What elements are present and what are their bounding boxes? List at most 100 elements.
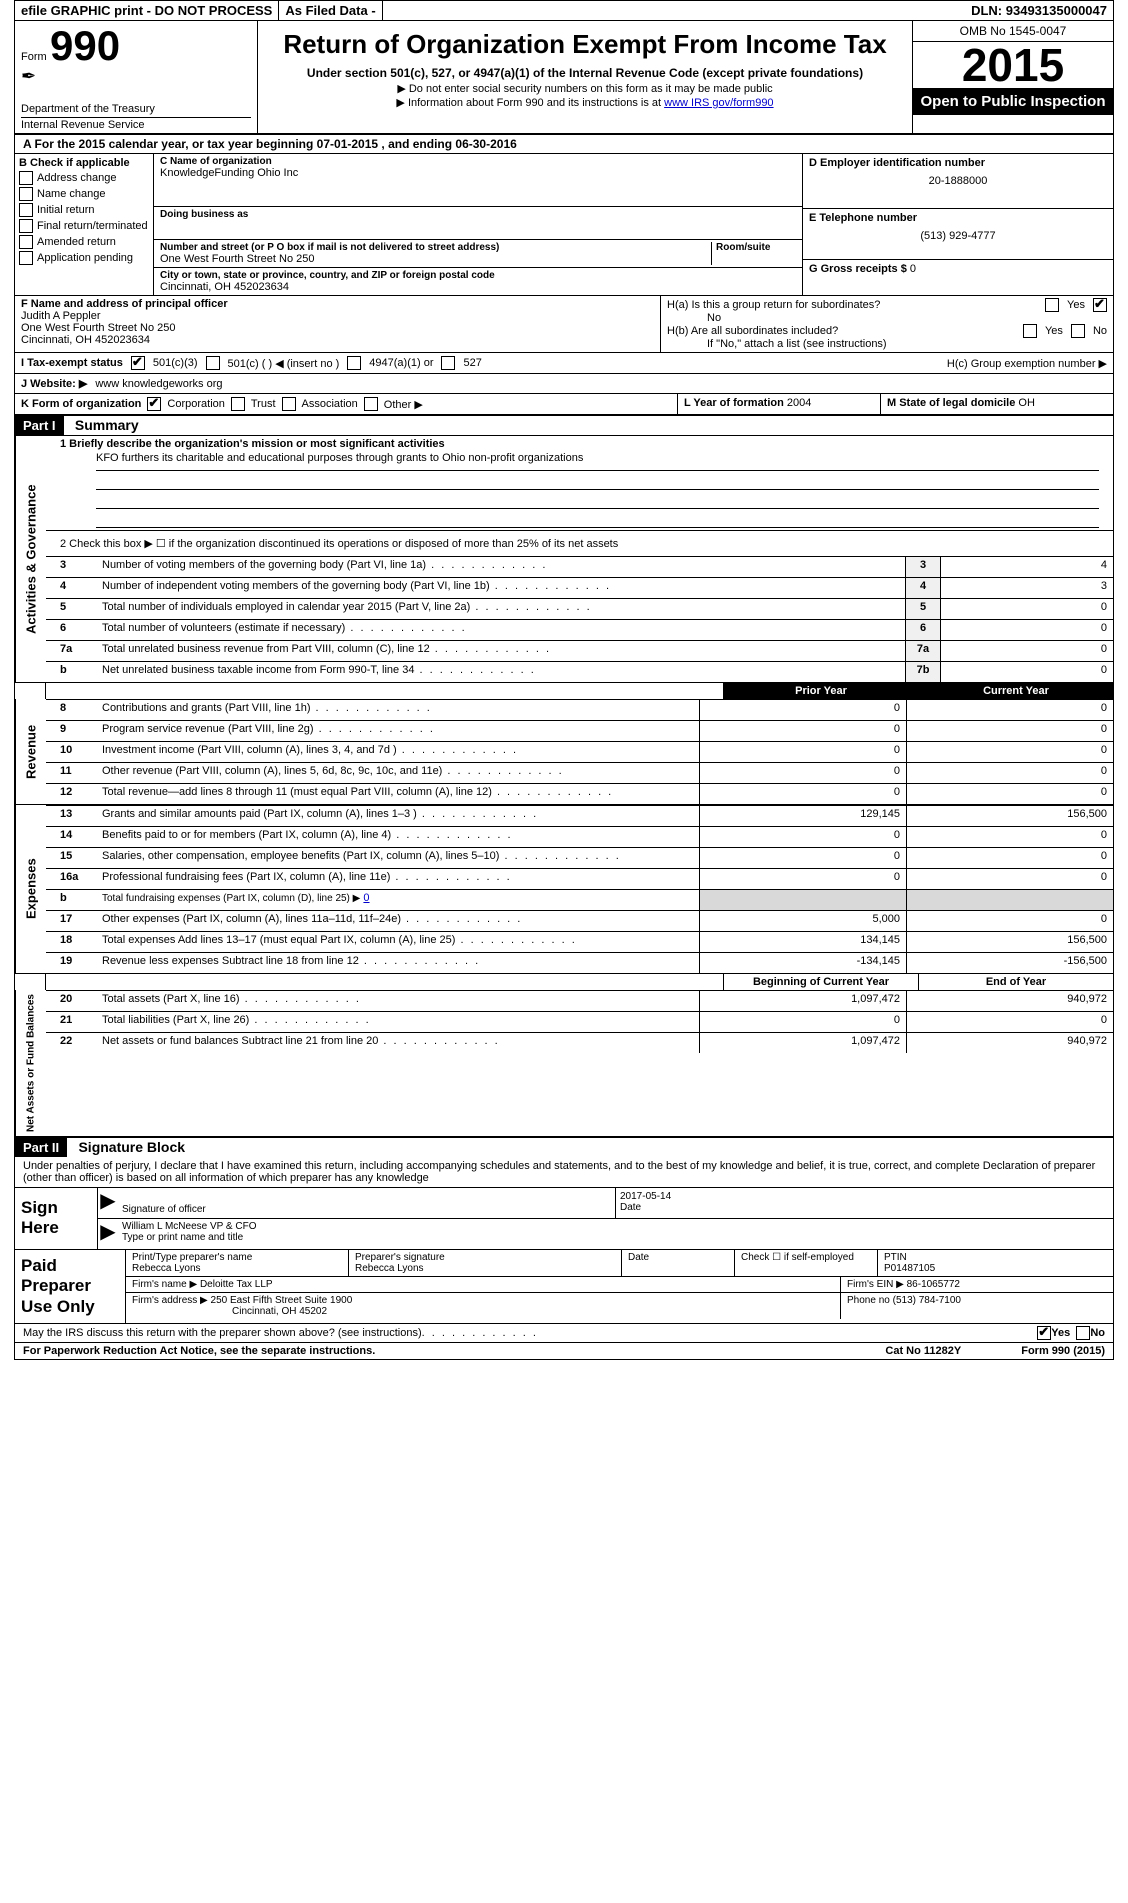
b-header: B Check if applicable (19, 157, 149, 169)
firm-address: Firm's address ▶ 250 East Fifth Street S… (126, 1293, 841, 1319)
form-subtitle: Under section 501(c), 527, or 4947(a)(1)… (266, 66, 904, 80)
checkbox-icon[interactable] (19, 171, 33, 185)
na-body: 20Total assets (Part X, line 16)1,097,47… (46, 990, 1113, 1136)
prep-date: Date (622, 1250, 735, 1276)
ck-amended-return: Amended return (19, 235, 149, 249)
ck-app-pending: Application pending (19, 251, 149, 265)
side-exp: Expenses (15, 805, 46, 973)
form-footer: Form 990 (2015) (1021, 1345, 1105, 1357)
topbar-spacer (383, 9, 965, 13)
checkbox-icon[interactable] (1023, 324, 1037, 338)
side-na: Net Assets or Fund Balances (15, 990, 46, 1136)
irs-logo-icon: ✒ (21, 67, 251, 85)
line-15: 15Salaries, other compensation, employee… (46, 847, 1113, 868)
topbar: efile GRAPHIC print - DO NOT PROCESS As … (15, 1, 1113, 21)
sig-date-field: 2017-05-14 Date (615, 1188, 1113, 1218)
line-20: 20Total assets (Part X, line 16)1,097,47… (46, 990, 1113, 1011)
mission-lines: KFO furthers its charitable and educatio… (46, 450, 1113, 530)
checkbox-icon[interactable] (347, 356, 361, 370)
dept-label: Department of the Treasury (21, 103, 251, 115)
checkbox-icon[interactable] (364, 397, 378, 411)
mission-text: KFO furthers its charitable and educatio… (96, 452, 1099, 471)
checkbox-icon[interactable] (19, 235, 33, 249)
checkbox-icon[interactable] (147, 397, 161, 411)
c-city: City or town, state or province, country… (154, 268, 802, 295)
header-right: OMB No 1545-0047 2015 Open to Public Ins… (912, 21, 1113, 133)
section-bcdeg: B Check if applicable Address change Nam… (15, 154, 1113, 295)
checkbox-icon[interactable] (1093, 298, 1107, 312)
sign-here-label: Sign Here (15, 1188, 97, 1249)
row-fh: F Name and address of principal officer … (15, 295, 1113, 352)
checkbox-icon[interactable] (19, 219, 33, 233)
col-c: C Name of organization KnowledgeFunding … (154, 154, 802, 295)
declaration: Under penalties of perjury, I declare th… (15, 1157, 1113, 1187)
fundraising-link[interactable]: 0 (363, 892, 369, 904)
line-8: 8Contributions and grants (Part VIII, li… (46, 699, 1113, 720)
ptin: PTIN P01487105 (878, 1250, 1113, 1276)
line-16a: 16aProfessional fundraising fees (Part I… (46, 868, 1113, 889)
col-end: End of Year (918, 974, 1113, 990)
side-rev: Revenue (15, 699, 46, 804)
checkbox-icon[interactable] (231, 397, 245, 411)
checkbox-icon[interactable] (282, 397, 296, 411)
asfiled-label: As Filed Data - (279, 1, 382, 20)
header-mid: Return of Organization Exempt From Incom… (258, 21, 912, 133)
line-10: 10Investment income (Part VIII, column (… (46, 741, 1113, 762)
ck-name-change: Name change (19, 187, 149, 201)
line-4: 4Number of independent voting members of… (46, 577, 1113, 598)
part-i-header: Part I Summary (15, 414, 1113, 435)
m-state: M State of legal domicile OH (880, 394, 1113, 414)
h-b: H(b) Are all subordinates included? Yes … (667, 324, 1107, 338)
paid-label: Paid Preparer Use Only (15, 1250, 125, 1323)
ck-initial-return: Initial return (19, 203, 149, 217)
line-1: 1 Briefly describe the organization's mi… (46, 436, 1113, 450)
form-title: Return of Organization Exempt From Incom… (266, 29, 904, 60)
row-klm: K Form of organization Corporation Trust… (15, 393, 1113, 414)
checkbox-icon[interactable] (1037, 1326, 1051, 1340)
col-current: Current Year (918, 683, 1113, 699)
officer-sig-field[interactable]: Signature of officer (118, 1188, 615, 1218)
checkbox-icon[interactable] (1045, 298, 1059, 312)
form-note2: ▶ Information about Form 990 and its ins… (266, 96, 904, 109)
arrow-icon: ▶ (98, 1188, 118, 1218)
h-b-note: If "No," attach a list (see instructions… (707, 338, 1107, 350)
d-ein: D Employer identification number 20-1888… (803, 154, 1113, 209)
checkbox-icon[interactable] (19, 187, 33, 201)
l-year: L Year of formation 2004 (677, 394, 880, 414)
c-dba: Doing business as (154, 207, 802, 240)
irs-link[interactable]: www IRS gov/form990 (664, 97, 773, 109)
col-begin: Beginning of Current Year (723, 974, 918, 990)
summary-na: Net Assets or Fund Balances 20Total asse… (15, 990, 1113, 1136)
line-14: 14Benefits paid to or for members (Part … (46, 826, 1113, 847)
discuss-row: May the IRS discuss this return with the… (15, 1323, 1113, 1342)
checkbox-icon[interactable] (19, 251, 33, 265)
g-gross: G Gross receipts $ 0 (803, 260, 1113, 278)
open-to-public: Open to Public Inspection (913, 89, 1113, 115)
irs-label: Internal Revenue Service (21, 117, 251, 131)
ck-final-return: Final return/terminated (19, 219, 149, 233)
form-990-page: efile GRAPHIC print - DO NOT PROCESS As … (14, 0, 1114, 1360)
firm-ein: Firm's EIN ▶ 86-1065772 (841, 1277, 1113, 1292)
firm-phone: Phone no (513) 784-7100 (841, 1293, 1113, 1319)
line-7a: 7aTotal unrelated business revenue from … (46, 640, 1113, 661)
shaded-cell (699, 890, 906, 910)
summary-ag: Activities & Governance 1 Briefly descri… (15, 435, 1113, 682)
h-group: H(a) Is this a group return for subordin… (661, 296, 1113, 352)
checkbox-icon[interactable] (131, 356, 145, 370)
blank-line (96, 490, 1099, 509)
form-number: 990 (50, 22, 120, 69)
c-street: Number and street (or P O box if mail is… (154, 240, 802, 268)
e-phone: E Telephone number (513) 929-4777 (803, 209, 1113, 260)
h-a-answer: No (707, 312, 1107, 324)
header-left: Form 990 ✒ Department of the Treasury In… (15, 21, 258, 133)
checkbox-icon[interactable] (19, 203, 33, 217)
pra-notice: For Paperwork Reduction Act Notice, see … (23, 1345, 375, 1357)
checkbox-icon[interactable] (206, 356, 220, 370)
checkbox-icon[interactable] (1076, 1326, 1090, 1340)
blank-line (96, 471, 1099, 490)
arrow-icon: ▶ (98, 1219, 118, 1249)
checkbox-icon[interactable] (441, 356, 455, 370)
checkbox-icon[interactable] (1071, 324, 1085, 338)
line-5: 5Total number of individuals employed in… (46, 598, 1113, 619)
line-18: 18Total expenses Add lines 13–17 (must e… (46, 931, 1113, 952)
